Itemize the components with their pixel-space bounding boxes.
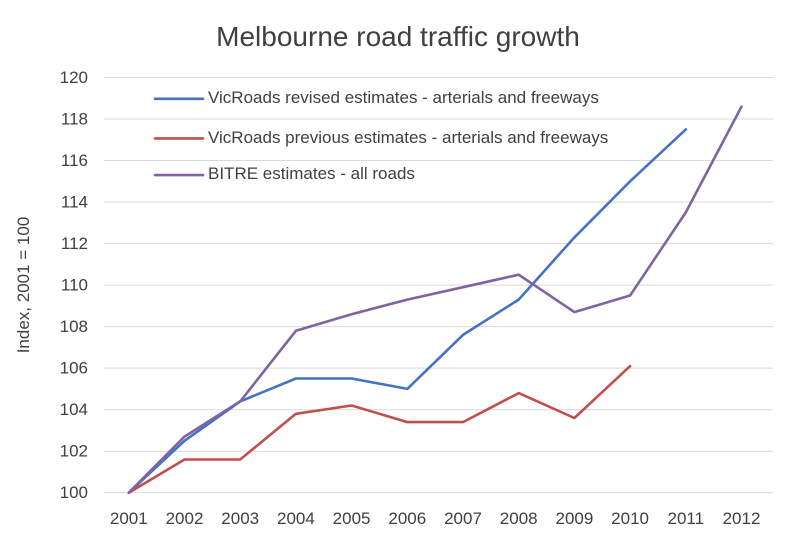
svg-text:VicRoads previous estimates -: VicRoads previous estimates - arterials … (208, 128, 608, 147)
svg-text:108: 108 (60, 317, 88, 336)
svg-text:102: 102 (60, 442, 88, 461)
svg-text:2004: 2004 (277, 509, 315, 528)
svg-text:114: 114 (61, 192, 88, 211)
svg-text:104: 104 (60, 400, 88, 419)
svg-text:2011: 2011 (668, 509, 705, 528)
svg-text:2007: 2007 (444, 509, 482, 528)
svg-text:BITRE estimates - all roads: BITRE estimates - all roads (208, 164, 415, 183)
svg-text:116: 116 (61, 151, 88, 170)
svg-text:VicRoads revised estimates - a: VicRoads revised estimates - arterials a… (208, 88, 599, 107)
svg-text:2005: 2005 (333, 509, 371, 528)
svg-text:120: 120 (60, 68, 88, 87)
svg-text:110: 110 (61, 275, 88, 294)
svg-text:2009: 2009 (555, 509, 593, 528)
svg-text:118: 118 (61, 109, 88, 128)
svg-text:2006: 2006 (388, 509, 426, 528)
svg-text:2008: 2008 (500, 509, 538, 528)
svg-text:106: 106 (60, 358, 88, 377)
svg-text:100: 100 (60, 483, 88, 502)
svg-text:2002: 2002 (166, 509, 204, 528)
svg-text:2001: 2001 (110, 509, 148, 528)
svg-text:2010: 2010 (611, 509, 649, 528)
svg-text:Index, 2001 = 100: Index, 2001 = 100 (14, 217, 33, 354)
svg-text:2012: 2012 (723, 509, 761, 528)
svg-text:2003: 2003 (221, 509, 259, 528)
svg-text:112: 112 (61, 234, 88, 253)
